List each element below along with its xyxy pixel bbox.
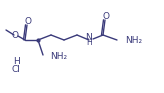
Text: Cl: Cl	[12, 65, 20, 73]
Text: H: H	[86, 38, 92, 47]
Text: NH₂: NH₂	[50, 52, 67, 61]
Text: N: N	[86, 32, 92, 41]
Text: O: O	[11, 31, 19, 40]
Text: NH₂: NH₂	[125, 36, 142, 44]
Text: O: O	[102, 12, 110, 20]
Text: H: H	[13, 57, 19, 65]
Text: O: O	[24, 16, 31, 25]
